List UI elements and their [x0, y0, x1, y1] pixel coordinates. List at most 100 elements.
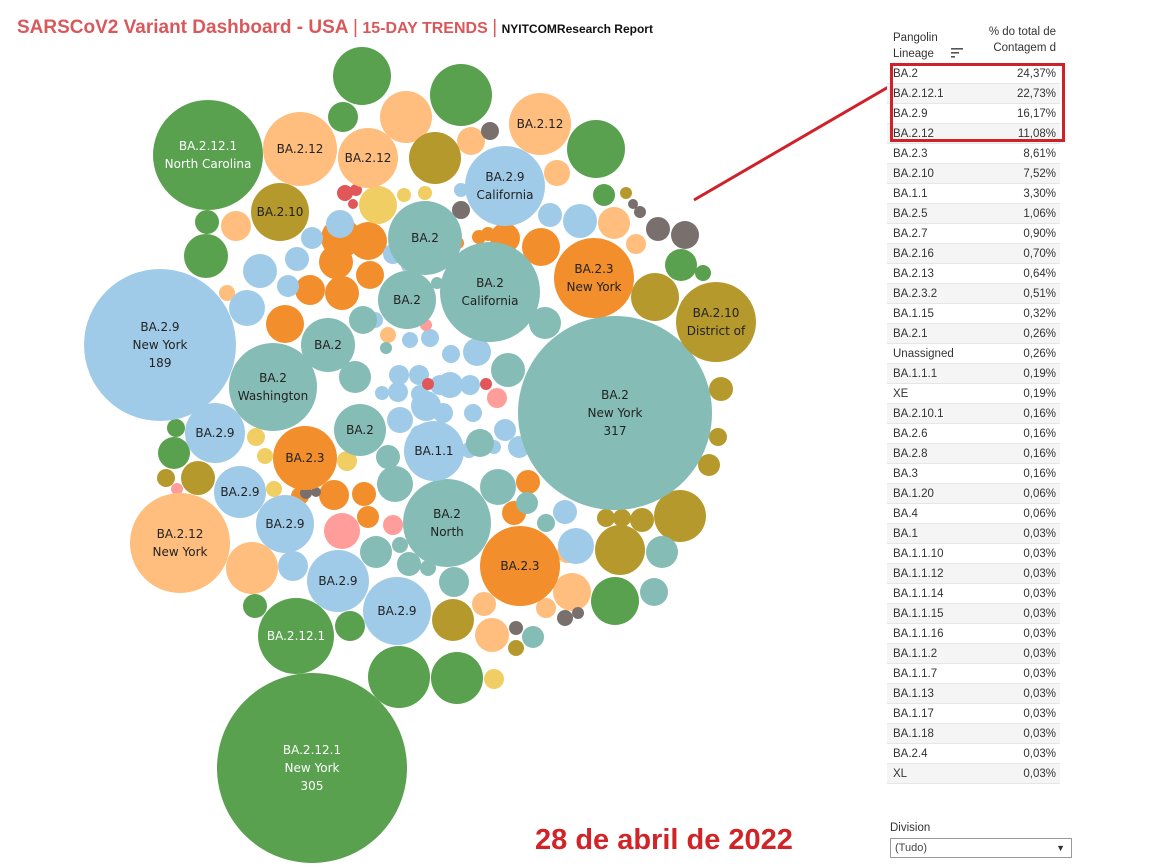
bubble[interactable]: [375, 386, 389, 400]
bubble-circle[interactable]: [263, 112, 337, 186]
bubble-labeled[interactable]: BA.2.12.1 New York 305: [217, 673, 407, 863]
bubble[interactable]: [266, 305, 304, 343]
bubble[interactable]: [376, 445, 400, 469]
bubble-labeled[interactable]: BA.2.12 New York: [130, 493, 230, 593]
bubble-labeled[interactable]: BA.2.9: [307, 550, 369, 612]
table-row[interactable]: XE 0,19%: [887, 384, 1060, 404]
table-row[interactable]: BA.2.1 0,26%: [887, 324, 1060, 344]
bubble[interactable]: [387, 407, 413, 433]
table-row[interactable]: BA.1.1 3,30%: [887, 184, 1060, 204]
bubble-chart[interactable]: BA.2.12.1 New York 305 BA.2 New York 317 BA.2.…: [0, 0, 880, 868]
bubble-labeled[interactable]: BA.2.9 New York 189: [84, 269, 236, 421]
bubble[interactable]: [516, 492, 538, 514]
bubble[interactable]: [219, 285, 235, 301]
bubble[interactable]: [494, 419, 516, 441]
table-row[interactable]: BA.2.9 16,17%: [887, 104, 1060, 124]
bubble-circle[interactable]: [404, 421, 464, 481]
bubble[interactable]: [380, 91, 432, 143]
table-row[interactable]: Unassigned 0,26%: [887, 344, 1060, 364]
bubble[interactable]: [595, 525, 645, 575]
bubble-circle[interactable]: [185, 403, 245, 463]
bubble-circle[interactable]: [256, 495, 314, 553]
bubble-circle[interactable]: [251, 183, 309, 241]
table-row[interactable]: BA.1.17 0,03%: [887, 704, 1060, 724]
bubble[interactable]: [325, 276, 359, 310]
bubble[interactable]: [597, 509, 615, 527]
bubble[interactable]: [460, 375, 480, 395]
bubble[interactable]: [529, 307, 561, 339]
bubble[interactable]: [359, 186, 397, 224]
bubble[interactable]: [487, 388, 507, 408]
bubble[interactable]: [397, 552, 421, 576]
bubble[interactable]: [171, 483, 183, 495]
bubble[interactable]: [356, 261, 384, 289]
bubble[interactable]: [544, 160, 570, 186]
bubble[interactable]: [695, 265, 711, 281]
bubble[interactable]: [628, 199, 638, 209]
bubble-labeled[interactable]: BA.2.3: [480, 526, 560, 606]
bubble-circle[interactable]: [273, 426, 337, 490]
bubble[interactable]: [257, 448, 273, 464]
bubble-labeled[interactable]: BA.2.12.1 North Carolina: [153, 100, 263, 210]
bubble[interactable]: [422, 378, 434, 390]
bubble-circle[interactable]: [509, 93, 571, 155]
bubble[interactable]: [349, 222, 387, 260]
bubble[interactable]: [437, 372, 463, 398]
bubble[interactable]: [522, 626, 544, 648]
bubble[interactable]: [480, 378, 492, 390]
bubble[interactable]: [665, 249, 697, 281]
bubble[interactable]: [360, 536, 392, 568]
table-row[interactable]: BA.1.15 0,32%: [887, 304, 1060, 324]
bubble[interactable]: [350, 184, 362, 196]
bubble-circle[interactable]: [480, 526, 560, 606]
bubble[interactable]: [295, 275, 325, 305]
bubble[interactable]: [247, 428, 265, 446]
bubble[interactable]: [553, 573, 591, 611]
bubble-labeled[interactable]: BA.2: [301, 318, 355, 372]
bubble-circle[interactable]: [676, 282, 756, 362]
bubble-circle[interactable]: [217, 673, 407, 863]
bubble[interactable]: [380, 327, 396, 343]
table-row[interactable]: BA.2.10 7,52%: [887, 164, 1060, 184]
bubble[interactable]: [620, 187, 632, 199]
table-row[interactable]: BA.1.1.16 0,03%: [887, 624, 1060, 644]
bubble-circle[interactable]: [518, 316, 712, 510]
bubble-circle[interactable]: [334, 404, 386, 456]
bubble[interactable]: [377, 466, 413, 502]
bubble[interactable]: [572, 607, 584, 619]
bubble[interactable]: [475, 618, 509, 652]
bubble[interactable]: [226, 542, 278, 594]
table-row[interactable]: BA.2.8 0,16%: [887, 444, 1060, 464]
bubble[interactable]: [368, 646, 430, 708]
bubble-labeled[interactable]: BA.1.1: [404, 421, 464, 481]
col-lineage-header[interactable]: Pangolin Lineage: [893, 32, 938, 60]
bubble[interactable]: [388, 382, 408, 402]
table-row[interactable]: BA.2.16 0,70%: [887, 244, 1060, 264]
bubble[interactable]: [522, 228, 560, 266]
bubble[interactable]: [481, 227, 495, 241]
bubble[interactable]: [221, 211, 251, 241]
bubble-labeled[interactable]: BA.2.12: [338, 128, 398, 188]
bubble[interactable]: [480, 469, 516, 505]
bubble[interactable]: [671, 221, 699, 249]
bubble[interactable]: [195, 210, 219, 234]
table-row[interactable]: BA.2.13 0,64%: [887, 264, 1060, 284]
table-row[interactable]: BA.2.5 1,06%: [887, 204, 1060, 224]
bubble[interactable]: [553, 500, 577, 524]
bubble-circle[interactable]: [214, 466, 266, 518]
bubble[interactable]: [557, 610, 573, 626]
table-row[interactable]: BA.1.1.15 0,03%: [887, 604, 1060, 624]
bubble[interactable]: [613, 509, 631, 527]
bubble-circle[interactable]: [388, 201, 462, 275]
bubble[interactable]: [243, 254, 277, 288]
bubble[interactable]: [300, 487, 312, 499]
bubble[interactable]: [631, 273, 679, 321]
bubble-labeled[interactable]: BA.2: [378, 271, 436, 329]
bubble-labeled[interactable]: BA.2.3: [273, 426, 337, 490]
bubble-labeled[interactable]: BA.2.10: [251, 183, 309, 241]
bubble[interactable]: [457, 127, 485, 155]
bubble[interactable]: [339, 361, 371, 393]
bubble[interactable]: [301, 227, 323, 249]
bubble[interactable]: [538, 203, 562, 227]
bubble[interactable]: [319, 245, 353, 279]
